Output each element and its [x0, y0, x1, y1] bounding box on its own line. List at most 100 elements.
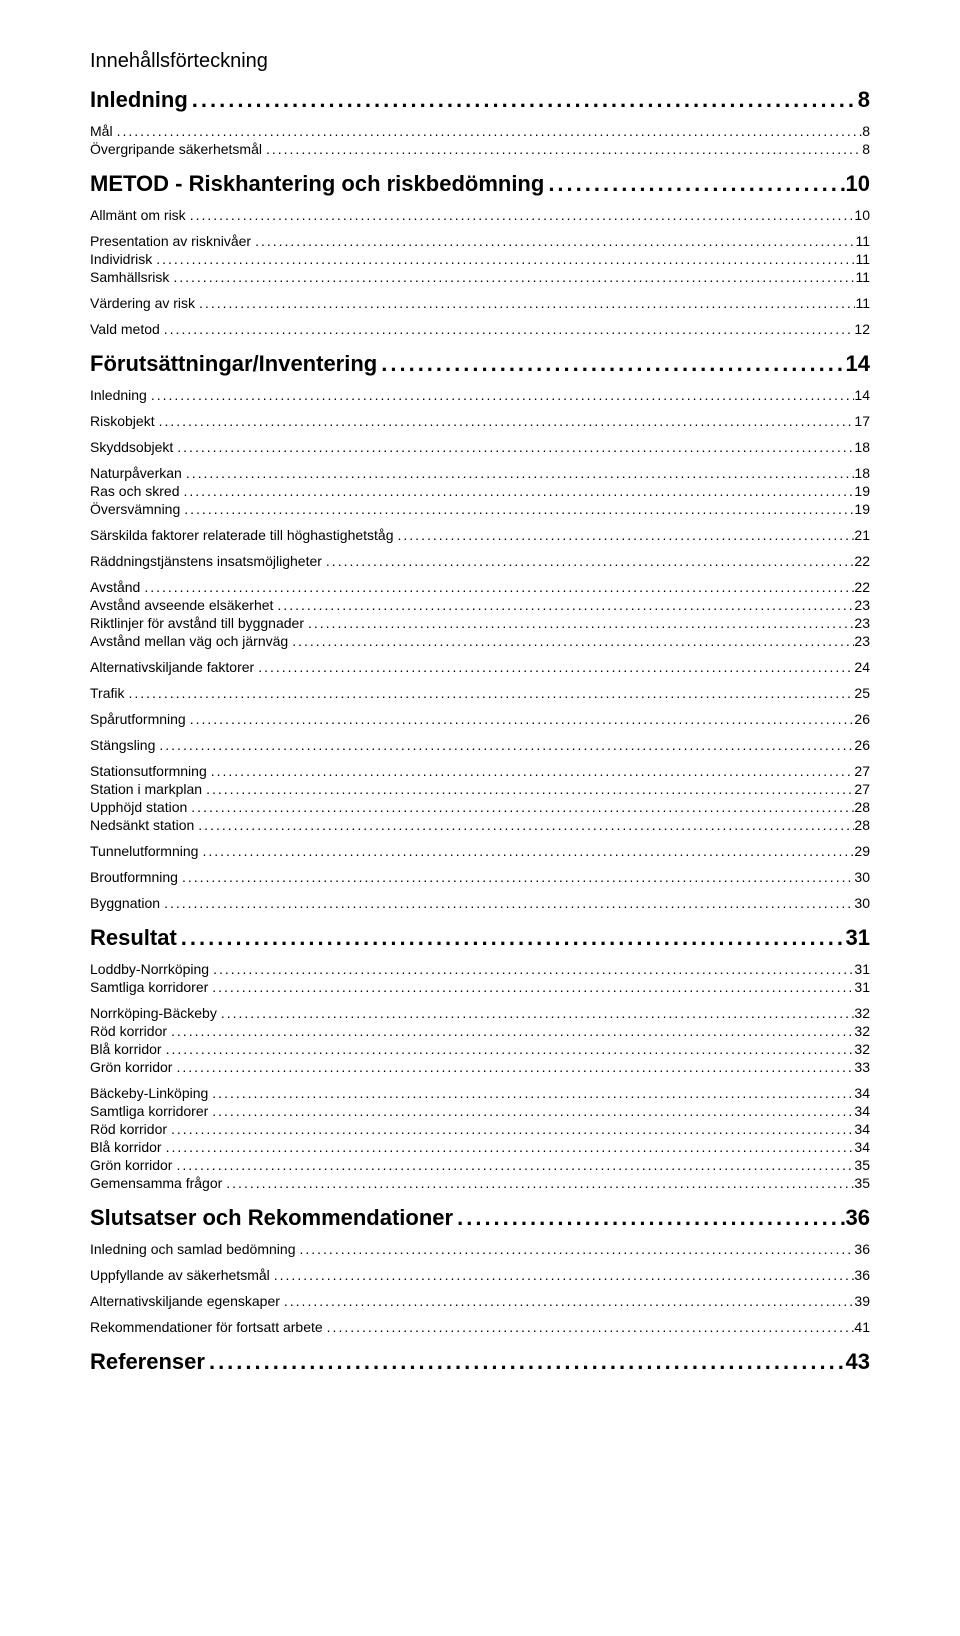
toc-entry-label: Övergripande säkerhetsmål: [90, 141, 262, 157]
toc-entry-label: Nedsänkt station: [90, 817, 194, 833]
toc-entry: Loddby-Norrköping 31: [90, 961, 870, 977]
toc-entry: Presentation av risknivåer 11: [90, 233, 870, 249]
toc-leader-dots: [205, 1349, 846, 1375]
toc-entry: Inledning 14: [90, 387, 870, 403]
toc-entry-page: 31: [854, 961, 870, 977]
toc-entry: Individrisk 11: [90, 251, 870, 267]
toc-entry-label: Station i markplan: [90, 781, 202, 797]
toc-entry: Röd korridor 34: [90, 1121, 870, 1137]
toc-leader-dots: [222, 1175, 854, 1191]
toc-entry: Vald metod 12: [90, 321, 870, 337]
toc-entry: Tunnelutformning 29: [90, 843, 870, 859]
toc-entry-label: Inledning och samlad bedömning: [90, 1241, 295, 1257]
toc-entry-page: 24: [854, 659, 870, 675]
toc-entry: Naturpåverkan 18: [90, 465, 870, 481]
toc-leader-dots: [162, 1139, 855, 1155]
toc-entry: Allmänt om risk 10: [90, 207, 870, 223]
toc-entry: Räddningstjänstens insatsmöjligheter 22: [90, 553, 870, 569]
toc-leader-dots: [194, 817, 854, 833]
toc-entry-page: 25: [854, 685, 870, 701]
toc-entry-page: 26: [854, 711, 870, 727]
toc-entry-page: 34: [854, 1085, 870, 1101]
toc-entry-page: 11: [855, 251, 870, 267]
toc-entry-label: Riskobjekt: [90, 413, 155, 429]
toc-entry-label: Alternativskiljande faktorer: [90, 659, 254, 675]
toc-leader-dots: [273, 597, 854, 613]
toc-entry: Inledning 8: [90, 87, 870, 113]
toc-entry: Röd korridor 32: [90, 1023, 870, 1039]
toc-entry: Blå korridor 34: [90, 1139, 870, 1155]
toc-leader-dots: [198, 843, 854, 859]
toc-entry-page: 22: [854, 579, 870, 595]
toc-entry: Broutformning 30: [90, 869, 870, 885]
toc-entry-label: Trafik: [90, 685, 124, 701]
toc-entry-page: 34: [854, 1121, 870, 1137]
toc-entry-page: 35: [854, 1157, 870, 1173]
toc-entry-page: 28: [854, 799, 870, 815]
toc-entry-page: 14: [854, 387, 870, 403]
toc-leader-dots: [394, 527, 855, 543]
toc-entry-label: Förutsättningar/Inventering: [90, 351, 377, 377]
toc-leader-dots: [113, 123, 863, 139]
toc-leader-dots: [172, 1059, 854, 1075]
toc-entry-page: 36: [846, 1205, 870, 1231]
toc-entry-label: Blå korridor: [90, 1041, 162, 1057]
toc-entry-label: Översvämning: [90, 501, 180, 517]
toc-leader-dots: [147, 387, 855, 403]
toc-entry: Gemensamma frågor 35: [90, 1175, 870, 1191]
toc-entry-page: 30: [854, 895, 870, 911]
toc-leader-dots: [202, 781, 854, 797]
toc-leader-dots: [262, 141, 862, 157]
toc-entry-label: Riktlinjer för avstånd till byggnader: [90, 615, 304, 631]
toc-entry: Avstånd 22: [90, 579, 870, 595]
toc-entry: Byggnation 30: [90, 895, 870, 911]
toc-entry-label: Byggnation: [90, 895, 160, 911]
toc-entry: Referenser 43: [90, 1349, 870, 1375]
toc-leader-dots: [178, 869, 854, 885]
toc-entry-page: 19: [854, 501, 870, 517]
toc-entry-page: 36: [854, 1267, 870, 1283]
toc-entry-page: 21: [854, 527, 870, 543]
toc-entry-page: 10: [846, 171, 870, 197]
toc-entry: Inledning och samlad bedömning 36: [90, 1241, 870, 1257]
toc-entry: Blå korridor 32: [90, 1041, 870, 1057]
toc-entry-label: Upphöjd station: [90, 799, 187, 815]
toc-entry-label: Inledning: [90, 387, 147, 403]
toc-entry-label: Avstånd mellan väg och järnväg: [90, 633, 288, 649]
toc-entry-label: Referenser: [90, 1349, 205, 1375]
toc-leader-dots: [177, 925, 846, 951]
toc-entry-label: Mål: [90, 123, 113, 139]
toc-entry-label: Röd korridor: [90, 1121, 167, 1137]
toc-leader-dots: [173, 439, 854, 455]
toc-entry-label: Inledning: [90, 87, 188, 113]
toc-leader-dots: [160, 895, 854, 911]
toc-entry-page: 11: [855, 233, 870, 249]
toc-entry-page: 14: [846, 351, 870, 377]
toc-leader-dots: [254, 659, 854, 675]
toc-entry: Samtliga korridorer 34: [90, 1103, 870, 1119]
toc-leader-dots: [162, 1041, 855, 1057]
toc-entry-page: 11: [855, 269, 870, 285]
toc-entry: Avstånd avseende elsäkerhet 23: [90, 597, 870, 613]
toc-entry-page: 26: [854, 737, 870, 753]
toc-leader-dots: [152, 251, 855, 267]
toc-entry: Station i markplan 27: [90, 781, 870, 797]
toc-entry-page: 11: [855, 295, 870, 311]
toc-entry-page: 10: [854, 207, 870, 223]
page-title: Innehållsförteckning: [90, 50, 870, 73]
toc-leader-dots: [124, 685, 854, 701]
toc-entry-label: Rekommendationer för fortsatt arbete: [90, 1319, 323, 1335]
toc-entry-label: Grön korridor: [90, 1059, 172, 1075]
toc-leader-dots: [155, 737, 854, 753]
toc-entry-label: Värdering av risk: [90, 295, 195, 311]
toc-leader-dots: [280, 1293, 855, 1309]
toc-entry-label: Grön korridor: [90, 1157, 172, 1173]
toc-entry-page: 8: [862, 123, 870, 139]
toc-entry-label: Slutsatser och Rekommendationer: [90, 1205, 453, 1231]
toc-entry: Spårutformning 26: [90, 711, 870, 727]
toc-entry: Mål 8: [90, 123, 870, 139]
toc-entry: Bäckeby-Linköping 34: [90, 1085, 870, 1101]
toc-entry: Förutsättningar/Inventering 14: [90, 351, 870, 377]
toc-entry-label: Alternativskiljande egenskaper: [90, 1293, 280, 1309]
toc-entry: Upphöjd station 28: [90, 799, 870, 815]
